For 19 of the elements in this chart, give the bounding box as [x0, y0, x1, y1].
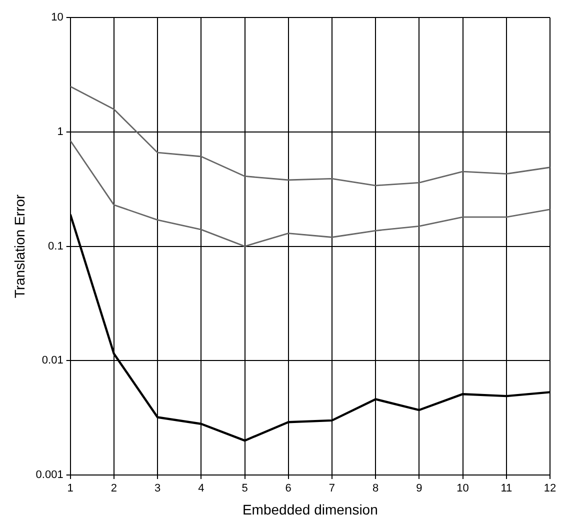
x-tick-label: 1: [67, 482, 74, 495]
y-tick-label: 0.001: [36, 469, 64, 482]
x-tick-label: 7: [328, 482, 336, 495]
x-tick-label: 12: [544, 482, 556, 495]
y-tick-label: 0.1: [48, 240, 64, 252]
x-tick-label: 8: [372, 482, 379, 495]
x-tick-label: 10: [456, 482, 469, 495]
x-tick-label: 2: [110, 482, 117, 495]
x-axis-title: Embedded dimension: [242, 501, 378, 518]
x-tick-label: 11: [500, 482, 512, 495]
y-tick-label: 10: [51, 12, 64, 24]
x-tick-label: 6: [285, 482, 292, 495]
y-tick-label: 0.01: [42, 354, 64, 367]
x-tick-label: 4: [198, 482, 204, 495]
x-tick-label: 3: [154, 482, 161, 495]
y-axis-title: Translation Error: [11, 194, 28, 298]
x-tick-label: 5: [242, 482, 248, 495]
y-tick-label: 1: [57, 126, 64, 138]
x-tick-label: 9: [416, 482, 422, 495]
